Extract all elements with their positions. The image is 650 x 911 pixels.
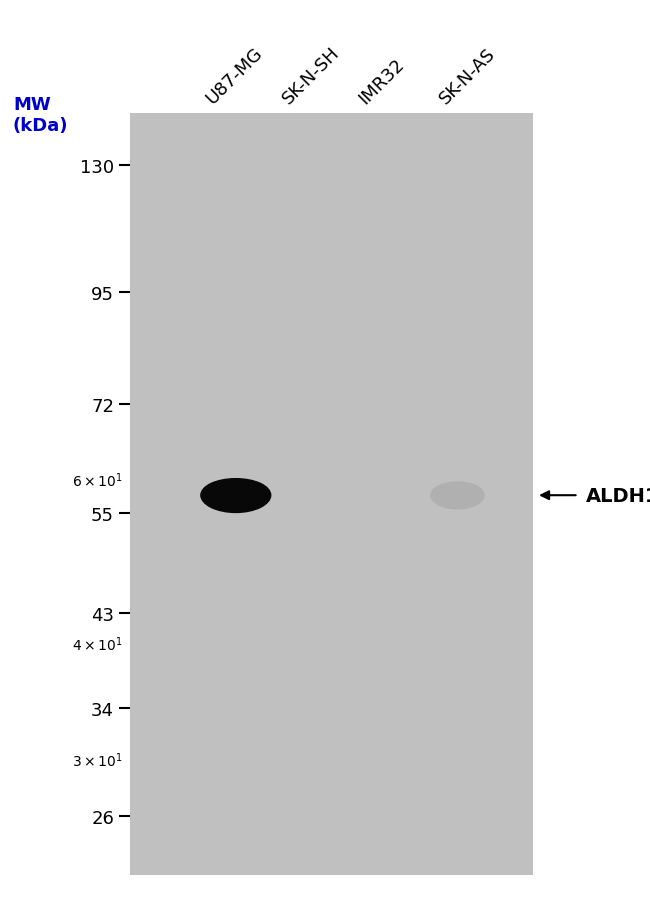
Text: IMR32: IMR32 [356, 56, 408, 107]
Ellipse shape [431, 483, 484, 509]
Text: MW
(kDa): MW (kDa) [13, 96, 68, 135]
Text: SK-N-SH: SK-N-SH [279, 44, 343, 107]
Ellipse shape [201, 479, 270, 513]
Text: U87-MG: U87-MG [203, 45, 266, 107]
Text: SK-N-AS: SK-N-AS [436, 45, 499, 107]
Text: ALDH1A3: ALDH1A3 [586, 486, 650, 506]
